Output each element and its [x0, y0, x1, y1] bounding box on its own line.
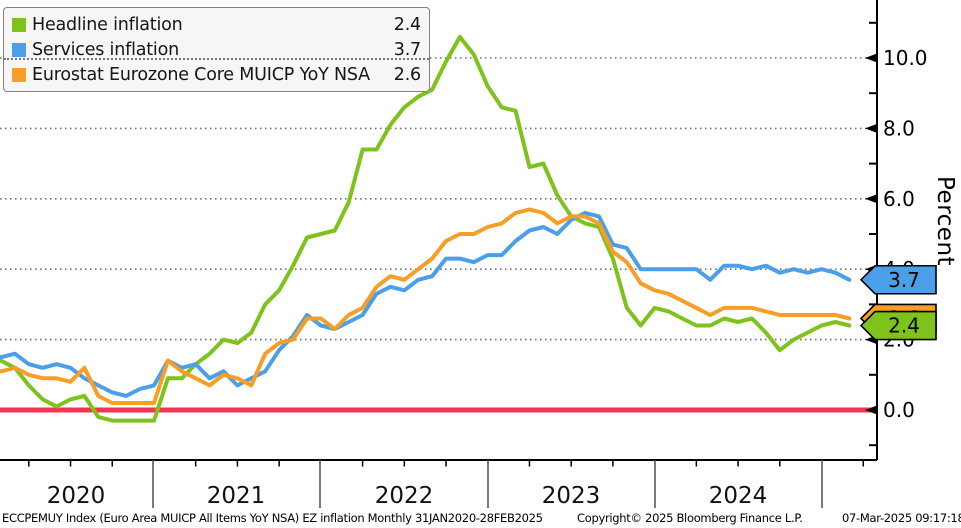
- chart-footer: ECCPEMUY Index (Euro Area MUICP All Item…: [0, 510, 961, 528]
- legend-item-core[interactable]: Eurostat Eurozone Core MUICP YoY NSA 2.6: [12, 62, 421, 87]
- x-year-label: 2020: [47, 483, 106, 509]
- series-line-2: [0, 207, 852, 405]
- legend-value: 2.6: [393, 64, 421, 85]
- y-axis-title: Percent: [932, 176, 958, 267]
- chart-legend: Headline inflation 2.4 Services inflatio…: [3, 7, 430, 92]
- y-tick-label: 6.0: [883, 187, 915, 211]
- y-tick-label: 8.0: [883, 116, 915, 140]
- y-tick-label: 0.0: [883, 398, 915, 422]
- last-value-flag: [859, 310, 937, 341]
- services-series-swatch: [12, 42, 26, 57]
- last-value-label: 3.7: [888, 268, 920, 292]
- core-series-swatch: [12, 67, 26, 82]
- series-line-1: [0, 210, 852, 398]
- series-line-0: [0, 34, 852, 423]
- y-tick-label: 10.0: [883, 46, 928, 70]
- last-value-label: 2.4: [888, 314, 920, 338]
- y-major-tick-arrow: [865, 123, 877, 133]
- legend-label: Services inflation: [32, 39, 179, 60]
- y-major-tick-arrow: [865, 53, 877, 63]
- copyright-notice: Copyright© 2025 Bloomberg Finance L.P.: [577, 511, 803, 525]
- legend-value: 2.4: [393, 14, 421, 35]
- x-year-label: 2021: [207, 483, 266, 509]
- legend-label: Headline inflation: [32, 14, 183, 35]
- x-year-label: 2023: [542, 483, 601, 509]
- y-major-tick-arrow: [865, 405, 877, 415]
- timestamp: 07-Mar-2025 09:17:18: [842, 511, 961, 525]
- security-description: ECCPEMUY Index (Euro Area MUICP All Item…: [2, 511, 543, 525]
- x-year-label: 2022: [375, 483, 434, 509]
- headline-series-swatch: [12, 17, 26, 32]
- legend-item-services[interactable]: Services inflation 3.7: [12, 37, 421, 62]
- legend-label: Eurostat Eurozone Core MUICP YoY NSA: [32, 64, 370, 85]
- x-year-label: 2024: [709, 483, 768, 509]
- last-value-flag: [859, 264, 937, 295]
- y-major-tick-arrow: [865, 194, 877, 204]
- gridline-through-legend: [4, 58, 429, 60]
- legend-value: 3.7: [393, 39, 421, 60]
- legend-item-headline[interactable]: Headline inflation 2.4: [12, 12, 421, 37]
